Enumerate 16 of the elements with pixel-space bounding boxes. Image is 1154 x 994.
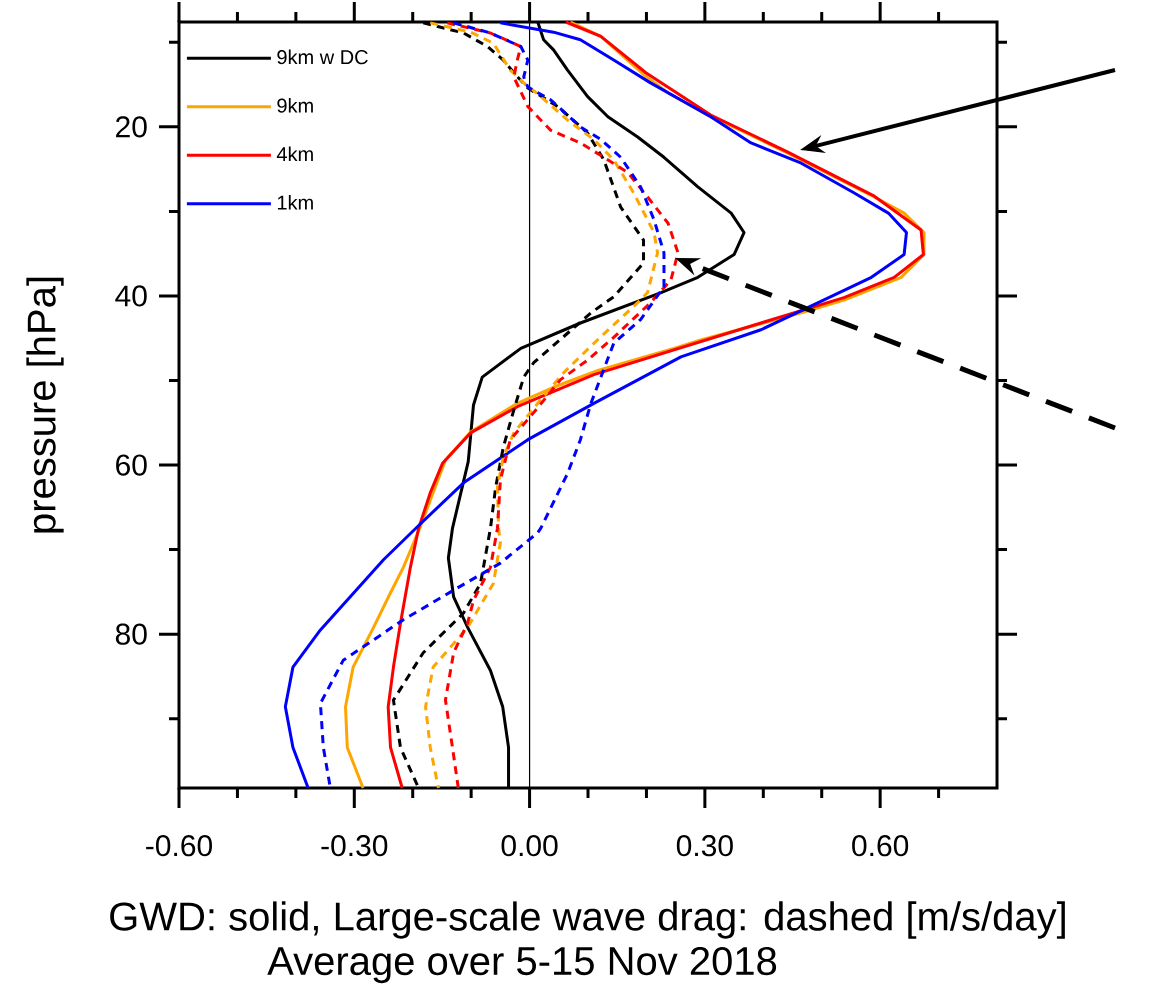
y-tick-label: 20 xyxy=(116,116,147,138)
y-tick-label: 80 xyxy=(115,623,147,645)
y-axis-title: pressure [hPa] xyxy=(26,277,64,533)
x-axis-title: GWD: solid, Large-scale wave drag: dashed [m/s/day] xyxy=(110,901,1065,939)
legend-label: 9km w DC xyxy=(277,49,368,65)
legend-label: 1km xyxy=(277,195,313,210)
y-tick-label: 40 xyxy=(115,285,147,307)
x-tick-label: -0.60 xyxy=(146,835,212,857)
x-tick-label: 0.30 xyxy=(676,835,733,857)
x-tick-label: -0.30 xyxy=(321,835,388,857)
y-tick-label: 60 xyxy=(116,454,147,476)
text: Average over 5-15 Nov 2018 xyxy=(267,946,777,984)
x-tick-label: 0.00 xyxy=(501,835,558,857)
x-tick-label: 0.60 xyxy=(852,835,909,857)
legend-label: 9km xyxy=(277,98,313,113)
legend-label: 4km xyxy=(276,146,313,162)
